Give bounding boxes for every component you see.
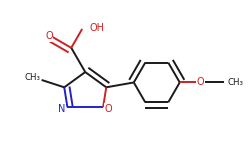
Text: CH₃: CH₃ [228, 78, 244, 87]
Text: O: O [45, 31, 53, 41]
Text: OH: OH [90, 23, 104, 33]
Text: O: O [104, 104, 112, 114]
Text: O: O [197, 77, 204, 87]
Text: CH₃: CH₃ [24, 73, 40, 82]
Text: N: N [58, 104, 66, 114]
